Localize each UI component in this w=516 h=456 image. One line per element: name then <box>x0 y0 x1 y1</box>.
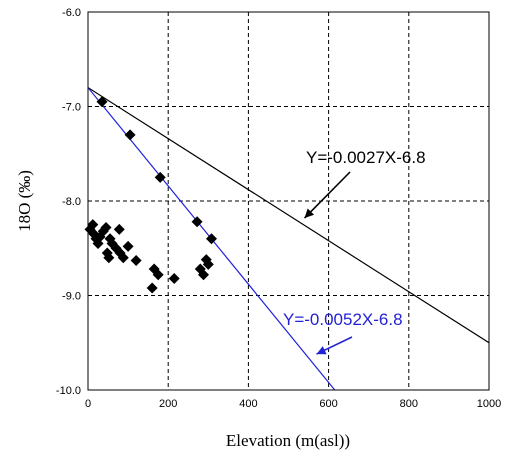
annotation-black-arrow-shaft <box>303 171 351 219</box>
x-tick-label: 0 <box>85 398 91 410</box>
data-points <box>84 96 218 294</box>
x-tick-label: 400 <box>239 398 257 410</box>
data-point <box>154 171 166 183</box>
x-axis-ticks: 0 200 400 600 800 1000 <box>85 398 501 410</box>
data-point <box>124 129 136 141</box>
data-point <box>130 255 142 267</box>
data-point <box>168 272 180 284</box>
y-tick-label: -8.0 <box>62 196 81 208</box>
x-tick-label: 800 <box>400 398 418 410</box>
data-point <box>87 219 99 231</box>
annotation-black-line: Y=-0.0027X-6.8 <box>306 148 426 167</box>
data-point <box>117 252 129 264</box>
x-tick-label: 1000 <box>477 398 501 410</box>
data-point <box>100 221 112 233</box>
data-point <box>191 216 203 228</box>
data-point <box>206 233 218 245</box>
y-tick-label: -9.0 <box>62 291 81 303</box>
x-tick-label: 600 <box>319 398 337 410</box>
data-point <box>103 252 115 264</box>
y-axis-label: 18O (‰) <box>15 170 34 232</box>
grid <box>88 12 489 390</box>
data-point <box>122 240 134 252</box>
data-point <box>96 96 108 108</box>
data-point <box>146 282 158 294</box>
data-point <box>113 223 125 235</box>
annotation-blue-line: Y=-0.0052X-6.8 <box>283 310 403 329</box>
data-point <box>152 269 164 281</box>
x-axis-label: Elevation (m(asl)) <box>226 431 350 450</box>
y-tick-label: -10.0 <box>56 385 81 397</box>
data-point <box>197 269 209 281</box>
annotations: Y=-0.0027X-6.8 Y=-0.0052X-6.8 <box>283 148 426 355</box>
x-tick-label: 200 <box>159 398 177 410</box>
y-axis-ticks: -6.0 -7.0 -8.0 -9.0 -10.0 <box>56 7 81 397</box>
y-tick-label: -7.0 <box>62 102 81 114</box>
fit-lines <box>88 87 489 390</box>
data-point <box>202 258 214 270</box>
fit-line-black <box>88 87 489 344</box>
plot-frame <box>87 11 490 391</box>
annotation-black-arrow-head <box>304 208 315 219</box>
y-tick-label: -6.0 <box>62 7 81 19</box>
annotation-blue-arrow-head <box>316 346 327 355</box>
